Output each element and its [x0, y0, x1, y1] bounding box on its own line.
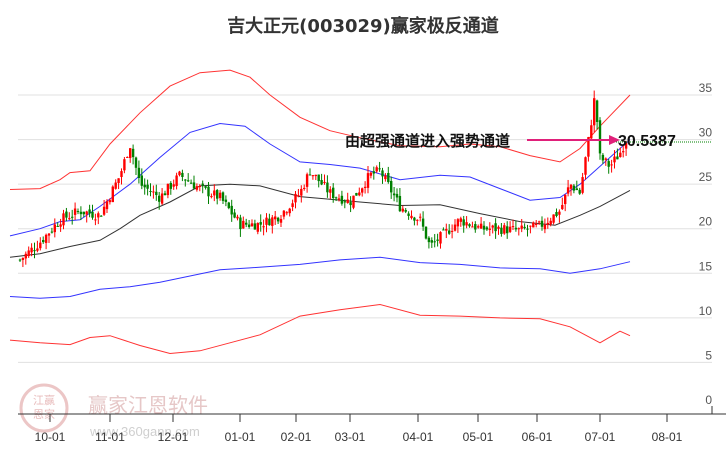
watermark-brand: 赢家江恩软件	[88, 393, 208, 417]
x-axis-ticks: 10-01 11-01 12-01 01-01 02-01 03-01 04-01 05-01…	[35, 406, 713, 444]
x-tick-label: 05-01	[463, 430, 494, 444]
band-outer_lower	[9, 303, 631, 355]
annotation-text: 由超强通道进入强势通道	[345, 132, 510, 150]
channel-bands	[9, 69, 631, 355]
x-tick-label: 07-01	[585, 430, 616, 444]
x-tick-label: 01-01	[225, 430, 256, 444]
x-tick-label: 10-01	[35, 430, 66, 444]
band-middle	[9, 183, 631, 258]
chart-title: 吉大正元(003029)赢家极反通道	[227, 16, 499, 37]
y-tick-label: 35	[699, 81, 713, 95]
y-tick-label: 5	[705, 348, 712, 362]
x-tick-label: 08-01	[652, 430, 683, 444]
band-inner_lower	[9, 256, 631, 299]
y-tick-label: 0	[705, 393, 712, 407]
x-tick-label: 11-01	[95, 430, 125, 444]
watermark: 江赢 赢家江恩软件 www.360gann.com 恩家	[19, 383, 208, 439]
x-tick-label: 02-01	[281, 430, 312, 444]
band-inner_upper	[9, 122, 631, 237]
watermark-url: www.360gann.com	[89, 424, 200, 439]
watermark-logo-icon	[19, 383, 69, 433]
annotation-value: 30.5387	[618, 133, 676, 150]
y-tick-label: 30	[699, 126, 713, 140]
y-tick-label: 20	[699, 215, 713, 229]
x-tick-label: 12-01	[158, 430, 189, 444]
y-tick-label: 25	[699, 170, 713, 184]
y-tick-label: 15	[699, 259, 713, 273]
x-tick-label: 06-01	[522, 430, 553, 444]
watermark-logo-text: 江赢	[33, 393, 55, 407]
candlesticks	[18, 90, 628, 268]
y-axis-ticks: 0 5 10 15 20 25 30 35	[699, 81, 713, 407]
x-tick-label: 03-01	[335, 430, 366, 444]
x-tick-label: 04-01	[403, 430, 434, 444]
y-tick-label: 10	[699, 304, 713, 318]
band-outer_upper	[9, 69, 631, 190]
arrow-head-icon	[609, 135, 620, 145]
